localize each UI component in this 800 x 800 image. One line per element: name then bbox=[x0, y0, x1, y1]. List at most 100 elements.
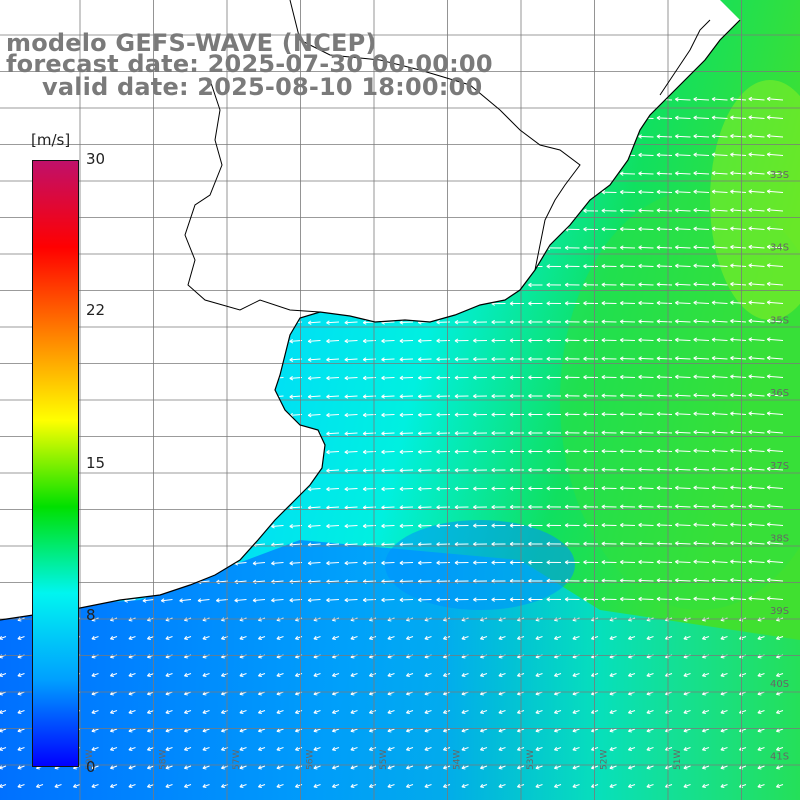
wind-arrow bbox=[387, 635, 395, 641]
wind-arrow bbox=[702, 728, 710, 733]
wind-arrow bbox=[381, 449, 395, 455]
wind-arrow bbox=[628, 728, 636, 733]
wind-arrow bbox=[656, 134, 673, 139]
wind-arrow bbox=[730, 355, 747, 361]
wind-arrow bbox=[289, 560, 303, 566]
wind-arrow bbox=[276, 709, 284, 715]
wind-arrow bbox=[381, 505, 395, 510]
wind-arrow bbox=[693, 448, 710, 454]
wind-arrow bbox=[528, 523, 543, 528]
wind-arrow bbox=[766, 466, 784, 472]
wind-arrow bbox=[535, 746, 543, 752]
wind-arrow bbox=[554, 783, 562, 789]
wind-arrow bbox=[609, 728, 617, 733]
wind-arrow bbox=[776, 635, 784, 641]
lon-label: 55W bbox=[379, 750, 389, 770]
wind-arrow bbox=[619, 559, 636, 565]
lon-label: 53W bbox=[526, 750, 536, 770]
wind-arrow bbox=[142, 598, 155, 603]
wind-arrow bbox=[399, 357, 414, 362]
wind-arrow bbox=[766, 485, 784, 490]
wind-arrow bbox=[675, 134, 691, 139]
wind-arrow bbox=[656, 319, 673, 324]
wind-arrow bbox=[766, 281, 784, 287]
wind-arrow bbox=[239, 765, 247, 770]
wind-arrow bbox=[128, 765, 136, 770]
wind-arrow bbox=[554, 672, 562, 678]
wind-arrow bbox=[656, 263, 673, 269]
wind-arrow bbox=[646, 635, 654, 641]
wind-arrow bbox=[406, 728, 414, 733]
wind-arrow bbox=[730, 596, 747, 601]
wind-arrow bbox=[564, 504, 580, 510]
wind-arrow bbox=[381, 486, 395, 492]
wind-arrow bbox=[609, 746, 617, 752]
wind-arrow bbox=[711, 411, 728, 416]
wind-arrow bbox=[619, 411, 636, 417]
wind-arrow bbox=[693, 393, 710, 398]
wind-arrow bbox=[491, 523, 506, 528]
wind-arrow bbox=[454, 467, 469, 473]
wind-arrow bbox=[638, 226, 654, 232]
wind-arrow bbox=[399, 320, 414, 325]
wind-arrow bbox=[326, 468, 340, 473]
wind-arrow bbox=[289, 338, 303, 344]
wind-arrow bbox=[350, 728, 358, 733]
wind-arrow bbox=[344, 338, 358, 344]
wind-arrow bbox=[720, 783, 728, 789]
wind-arrow bbox=[766, 244, 784, 250]
wind-arrow bbox=[546, 375, 562, 380]
wind-arrow bbox=[675, 319, 691, 324]
wind-arrow bbox=[147, 709, 155, 715]
wind-arrow bbox=[656, 171, 673, 176]
wind-arrow bbox=[748, 577, 765, 583]
wind-arrow bbox=[683, 783, 691, 789]
wind-arrow bbox=[693, 411, 710, 417]
wind-arrow bbox=[344, 431, 358, 436]
wind-arrow bbox=[656, 467, 673, 472]
wind-arrow bbox=[656, 559, 673, 565]
wind-arrow bbox=[528, 301, 543, 306]
wind-arrow bbox=[546, 264, 562, 269]
lon-label: 51W bbox=[673, 750, 683, 770]
wind-arrow bbox=[730, 226, 747, 231]
wind-arrow bbox=[638, 374, 654, 380]
wind-arrow bbox=[295, 709, 303, 715]
wind-arrow bbox=[619, 541, 636, 546]
wind-arrow bbox=[480, 765, 488, 770]
lon-label: 57W bbox=[232, 750, 242, 770]
wind-arrow bbox=[344, 560, 358, 566]
wind-arrow bbox=[417, 468, 432, 473]
wind-arrow bbox=[656, 430, 673, 435]
wind-arrow bbox=[399, 431, 414, 436]
wind-arrow bbox=[128, 728, 136, 733]
wind-arrow bbox=[344, 468, 358, 473]
wind-arrow bbox=[546, 467, 562, 473]
wind-arrow bbox=[110, 746, 118, 752]
wind-arrow bbox=[491, 375, 506, 380]
wind-arrow bbox=[583, 319, 599, 324]
wind-arrow bbox=[564, 560, 580, 565]
wind-arrow bbox=[91, 746, 99, 752]
wind-arrow bbox=[307, 431, 321, 436]
wind-arrow bbox=[748, 226, 765, 231]
wind-arrow bbox=[757, 635, 765, 641]
wind-arrow bbox=[656, 282, 673, 287]
wind-arrow bbox=[91, 709, 99, 715]
wind-arrow bbox=[528, 486, 543, 491]
wind-arrow bbox=[350, 709, 358, 715]
wind-arrow bbox=[730, 540, 747, 546]
wind-arrow bbox=[619, 337, 636, 343]
wind-arrow bbox=[406, 783, 414, 789]
wind-arrow bbox=[381, 357, 395, 362]
wind-arrow bbox=[313, 783, 321, 789]
wind-arrow bbox=[258, 709, 266, 715]
wind-arrow bbox=[646, 672, 654, 678]
title-forecast-date: forecast date: 2025-07-30 00:00:00 bbox=[6, 50, 493, 78]
wind-arrow bbox=[369, 635, 377, 641]
wind-arrow bbox=[509, 449, 525, 454]
wind-arrow bbox=[711, 485, 728, 490]
wind-arrow bbox=[289, 523, 303, 529]
wind-arrow bbox=[554, 765, 562, 770]
